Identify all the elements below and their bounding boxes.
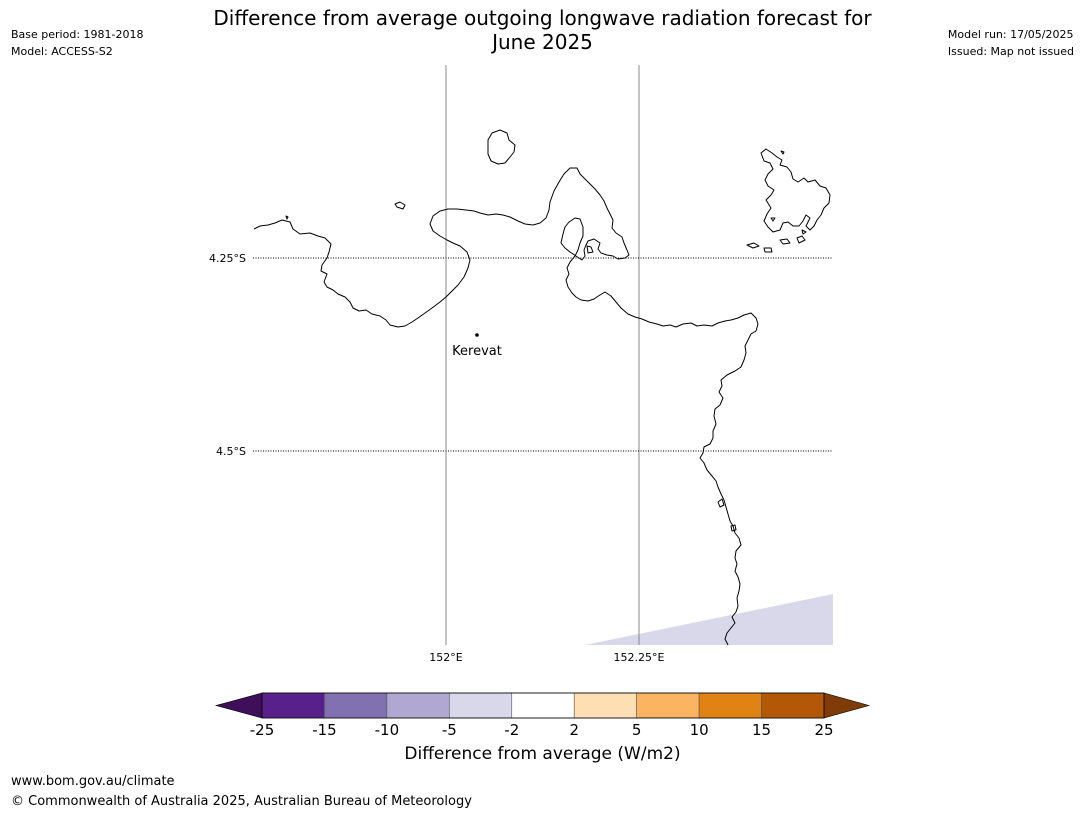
colorbar-tick-label: -10 <box>375 721 400 739</box>
lat-label-4-5: 4.5°S <box>216 445 246 458</box>
kerevat-marker <box>475 333 479 337</box>
colorbar-frame <box>261 692 825 719</box>
coastline-islet-sm3 <box>779 238 791 245</box>
coastline-islet-sm1 <box>746 242 760 249</box>
coastline-islet-sm6 <box>717 498 725 508</box>
colorbar-tick-label: 10 <box>690 721 709 739</box>
model-run-text: Model run: 17/05/2025 <box>947 28 1074 41</box>
coastline-islet-sm9 <box>770 217 776 222</box>
colorbar: -25 -15 -10 -5 -2 2 5 10 15 25 <box>214 692 871 739</box>
base-period-text: Base period: 1981-2018 <box>11 28 144 41</box>
colorbar-tick-label: -5 <box>442 721 457 739</box>
model-text: Model: ACCESS-S2 <box>11 45 113 58</box>
lon-label-152: 152°E <box>429 651 462 664</box>
coastline-main <box>253 167 759 646</box>
colorbar-label: Difference from average (W/m2) <box>404 744 681 764</box>
colorbar-segment <box>324 692 388 719</box>
colorbar-tick-label: 25 <box>814 721 833 739</box>
footer-copyright: © Commonwealth of Australia 2025, Austra… <box>11 794 472 809</box>
graticule <box>253 65 833 645</box>
kerevat-label: Kerevat <box>452 344 502 359</box>
colorbar-segment <box>636 692 700 719</box>
colorbar-segment <box>698 692 762 719</box>
colorbar-segment <box>511 692 575 719</box>
coastline-islet-sm5 <box>801 229 807 235</box>
colorbar-segment <box>386 692 450 719</box>
meta-right: Model run: 17/05/2025 Issued: Map not is… <box>948 26 1074 60</box>
coastline-islet-dot <box>285 215 289 220</box>
issued-text: Issued: Map not issued <box>947 45 1074 58</box>
colorbar-segment <box>761 692 825 719</box>
colorbar-tick-label: -2 <box>504 721 519 739</box>
coastline-islet-west <box>394 201 406 210</box>
colorbar-tick-label: 5 <box>632 721 642 739</box>
map-title: Difference from average outgoing longwav… <box>0 6 1085 54</box>
coastline <box>253 129 831 646</box>
coastline-duke-of-york <box>760 148 831 233</box>
colorbar-segment <box>261 692 325 719</box>
footer-url: www.bom.gov.au/climate <box>11 774 175 789</box>
colorbar-tick-label: 2 <box>569 721 579 739</box>
colorbar-extend-over <box>823 692 871 719</box>
coastline-islet-sm2 <box>763 247 773 253</box>
lat-label-4-25: 4.25°S <box>209 252 246 265</box>
colorbar-tick-label: -25 <box>250 721 275 739</box>
colorbar-segment <box>449 692 513 719</box>
map-title-line-2: June 2025 <box>492 30 593 54</box>
coastline-inner-island <box>586 245 594 254</box>
colorbar-segment <box>573 692 637 719</box>
map-title-line-1: Difference from average outgoing longwav… <box>213 6 872 30</box>
coastline-islet-sm7 <box>730 524 737 532</box>
lon-label-152-25: 152.25°E <box>614 651 665 664</box>
coastline-islet-sm4 <box>796 235 806 244</box>
colorbar-tick-label: -15 <box>312 721 337 739</box>
coastline-islet-sm8 <box>780 150 785 155</box>
shaded-anomaly-area <box>585 594 833 645</box>
coastline-island-north <box>487 129 516 165</box>
colorbar-tick-label: 15 <box>752 721 771 739</box>
colorbar-extend-under <box>214 692 263 719</box>
meta-left: Base period: 1981-2018 Model: ACCESS-S2 <box>11 26 143 60</box>
